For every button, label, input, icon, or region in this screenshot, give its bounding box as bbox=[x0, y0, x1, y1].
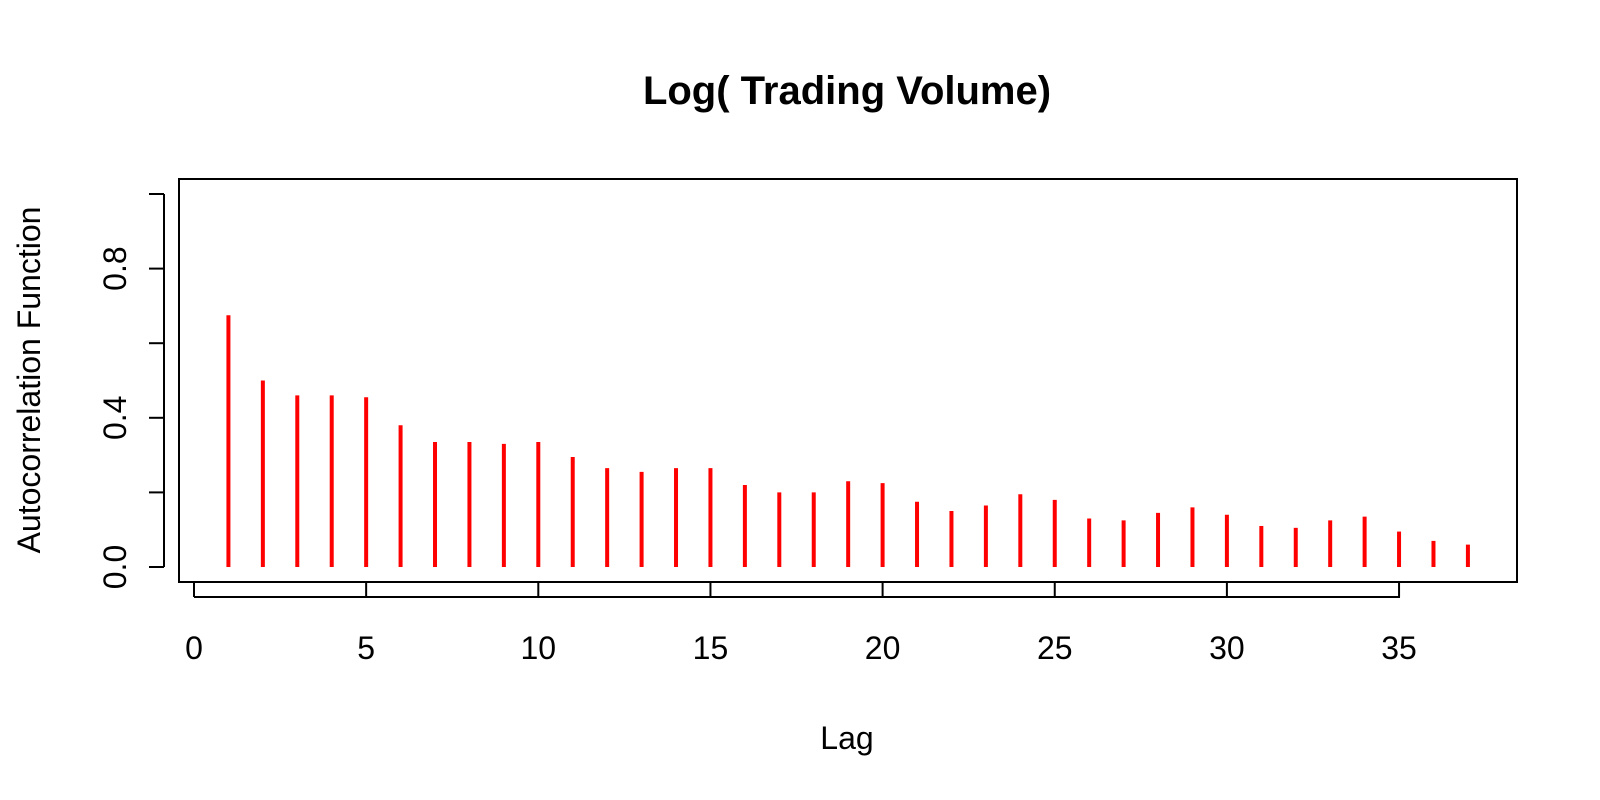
y-axis-label: Autocorrelation Function bbox=[11, 207, 47, 554]
plot-frame bbox=[178, 178, 1518, 583]
x-axis-ticks: 0 5 10 15 20 25 30 35 bbox=[185, 582, 1417, 666]
x-tick-label: 5 bbox=[357, 630, 375, 666]
acf-bars bbox=[226, 315, 1470, 567]
x-tick-label: 35 bbox=[1381, 630, 1417, 666]
x-tick-label: 15 bbox=[693, 630, 729, 666]
y-tick-label: 0.8 bbox=[97, 246, 133, 290]
x-tick-label: 25 bbox=[1037, 630, 1073, 666]
y-tick-label: 0.4 bbox=[97, 396, 133, 440]
x-axis-label: Lag bbox=[820, 720, 873, 756]
chart-title: Log( Trading Volume) bbox=[643, 69, 1051, 113]
x-tick-label: 20 bbox=[865, 630, 901, 666]
y-tick-label: 0.0 bbox=[97, 545, 133, 589]
x-tick-label: 10 bbox=[521, 630, 557, 666]
y-axis-ticks: 0.0 0.4 0.8 bbox=[97, 193, 164, 589]
x-tick-label: 30 bbox=[1209, 630, 1245, 666]
x-tick-label: 0 bbox=[185, 630, 203, 666]
